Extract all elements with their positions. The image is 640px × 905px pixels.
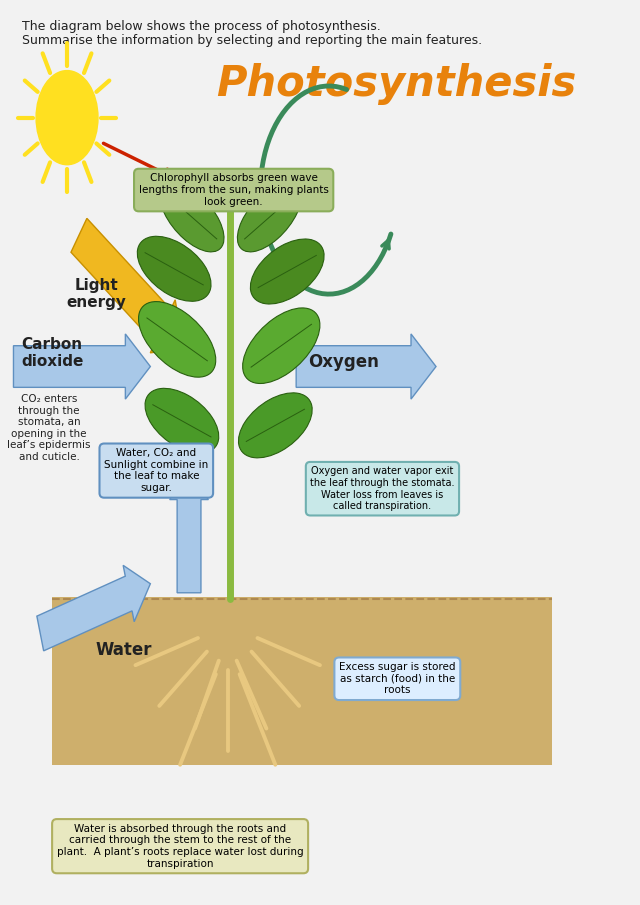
Text: Summarise the information by selecting and reporting the main features.: Summarise the information by selecting a… — [22, 34, 483, 47]
Text: Chlorophyll absorbs green wave
lengths from the sun, making plants
look green.: Chlorophyll absorbs green wave lengths f… — [139, 174, 328, 206]
Text: Photosynthesis: Photosynthesis — [216, 63, 576, 105]
Ellipse shape — [145, 388, 219, 453]
FancyArrow shape — [170, 471, 209, 593]
Bar — [52, 597, 552, 765]
Ellipse shape — [138, 236, 211, 301]
FancyArrow shape — [296, 334, 436, 399]
Text: Carbon
dioxide: Carbon dioxide — [21, 337, 83, 369]
Text: Water, CO₂ and
Sunlight combine in
the leaf to make
sugar.: Water, CO₂ and Sunlight combine in the l… — [104, 448, 209, 493]
FancyArrow shape — [37, 566, 150, 651]
FancyArrow shape — [71, 218, 183, 353]
Text: Excess sugar is stored
as starch (food) in the
roots: Excess sugar is stored as starch (food) … — [339, 662, 456, 695]
Ellipse shape — [239, 393, 312, 458]
Ellipse shape — [138, 301, 216, 377]
Text: CO₂ enters
through the
stomata, an
opening in the
leaf’s epidermis
and cuticle.: CO₂ enters through the stomata, an openi… — [8, 394, 91, 462]
Ellipse shape — [237, 183, 301, 252]
Text: Water: Water — [95, 641, 152, 659]
Ellipse shape — [160, 183, 224, 252]
Text: Oxygen: Oxygen — [308, 353, 380, 371]
Ellipse shape — [243, 308, 320, 384]
Circle shape — [36, 71, 98, 165]
Text: Water is absorbed through the roots and
carried through the stem to the rest of : Water is absorbed through the roots and … — [57, 824, 303, 869]
FancyArrow shape — [13, 334, 150, 399]
Text: Light
energy: Light energy — [67, 278, 127, 310]
Text: The diagram below shows the process of photosynthesis.: The diagram below shows the process of p… — [22, 20, 381, 33]
Ellipse shape — [250, 239, 324, 304]
Text: Oxygen and water vapor exit
the leaf through the stomata.
Water loss from leaves: Oxygen and water vapor exit the leaf thr… — [310, 466, 454, 511]
